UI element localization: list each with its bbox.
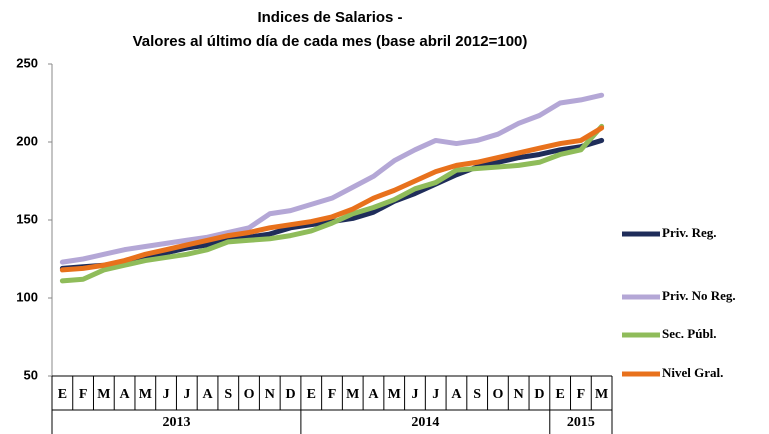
x-tick-label: J bbox=[432, 387, 439, 402]
x-tick-label: A bbox=[202, 387, 213, 402]
x-tick-label: E bbox=[555, 387, 564, 402]
x-tick-label: A bbox=[368, 387, 379, 402]
y-tick-label: 100 bbox=[16, 289, 38, 304]
series-line bbox=[59, 92, 605, 265]
x-tick-label: M bbox=[388, 387, 401, 402]
x-tick-label: N bbox=[265, 387, 275, 402]
x-tick-label: J bbox=[183, 387, 190, 402]
x-tick-label: N bbox=[514, 387, 524, 402]
x-tick-label: O bbox=[244, 387, 255, 402]
group-label: 2013 bbox=[162, 415, 190, 430]
x-tick-label: F bbox=[79, 387, 88, 402]
series-line bbox=[59, 123, 605, 284]
x-tick-label: M bbox=[346, 387, 359, 402]
x-tick-label: D bbox=[534, 387, 544, 402]
chart-subtitle: Valores al último día de cada mes (base … bbox=[133, 33, 528, 50]
x-tick-label: A bbox=[120, 387, 131, 402]
x-tick-label: M bbox=[595, 387, 608, 402]
series-line bbox=[59, 125, 605, 273]
legend-label: Priv. Reg. bbox=[662, 225, 717, 240]
x-tick-label: M bbox=[97, 387, 110, 402]
x-tick-label: E bbox=[307, 387, 316, 402]
x-tick-label: S bbox=[224, 387, 232, 402]
y-tick-label: 50 bbox=[24, 367, 38, 382]
x-tick-label: D bbox=[285, 387, 295, 402]
y-tick-label: 150 bbox=[16, 211, 38, 226]
x-tick-label: O bbox=[492, 387, 503, 402]
group-label: 2014 bbox=[411, 415, 439, 430]
legend-label: Sec. Públ. bbox=[662, 326, 717, 341]
legend-label: Nivel Gral. bbox=[662, 365, 723, 380]
x-tick-label: S bbox=[473, 387, 481, 402]
chart-title: Indices de Salarios - bbox=[257, 9, 402, 26]
y-tick-label: 200 bbox=[16, 133, 38, 148]
group-label: 2015 bbox=[567, 415, 595, 430]
x-tick-label: E bbox=[58, 387, 67, 402]
x-tick-label: F bbox=[577, 387, 586, 402]
x-tick-label: J bbox=[411, 387, 418, 402]
x-tick-label: A bbox=[451, 387, 462, 402]
y-tick-label: 250 bbox=[16, 55, 38, 70]
x-tick-label: F bbox=[328, 387, 337, 402]
legend-label: Priv. No Reg. bbox=[662, 288, 736, 303]
x-tick-label: M bbox=[139, 387, 152, 402]
x-tick-label: J bbox=[163, 387, 170, 402]
